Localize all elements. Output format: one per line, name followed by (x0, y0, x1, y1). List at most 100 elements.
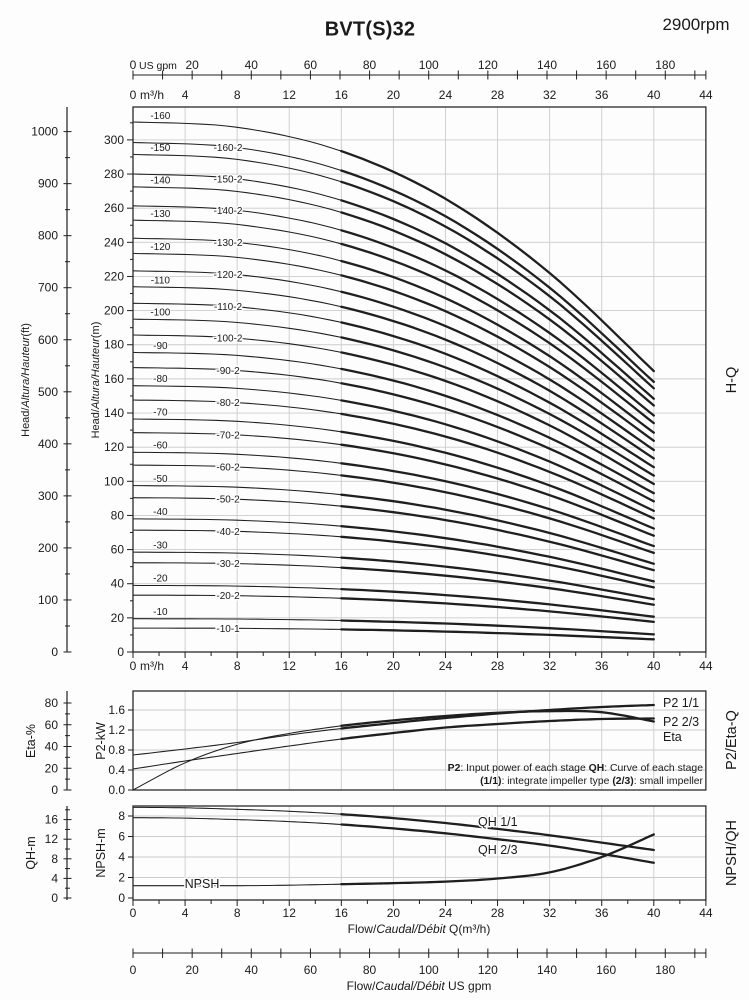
curve--20-2-thin (132, 594, 342, 599)
m-tick: 60 (111, 543, 125, 557)
p2eta-section-label: P2/Eta-Q (724, 710, 740, 770)
eta-tick: 20 (45, 761, 59, 775)
curve--40-thin (132, 518, 342, 527)
curve--140-2-thin (132, 205, 342, 231)
curve-label--20-2: -20-2 (216, 591, 240, 602)
curve--130-thin (132, 219, 342, 245)
m-tick: 20 (111, 611, 125, 625)
curve-label--30-2: -30-2 (216, 559, 240, 570)
curve-label--60-2: -60-2 (216, 462, 240, 473)
curve--60-2-thin (132, 464, 342, 476)
flow-bottom-tick: 32 (543, 906, 557, 920)
curve--40-2 (340, 535, 655, 589)
note-line-1: P2: Input power of each stage QH: Curve … (448, 763, 703, 776)
qh-axis-label: QH-m (24, 836, 38, 870)
curve--100 (340, 336, 655, 477)
curve--140-2 (340, 229, 655, 417)
note-11-text: : integrate impeller type (501, 775, 613, 787)
curve--160-2-thin (132, 141, 342, 172)
curve-label--100-2: -100-2 (214, 334, 243, 345)
note-line-2: (1/1): integrate impeller type (2/3): sm… (448, 776, 703, 789)
kw-tick: 0.8 (108, 743, 125, 757)
curve--80-2-thin (132, 399, 342, 415)
m3h-top-tick: 36 (595, 88, 609, 102)
note-23-text: : small impeller (633, 775, 703, 787)
note-23-term: (2/3) (612, 775, 634, 787)
curve--30-2 (340, 566, 655, 606)
curve--50-2 (340, 505, 655, 572)
label-p2-23: P2 2/3 (663, 715, 699, 729)
flow-bottom-tick: 8 (234, 906, 241, 920)
curve--70-2 (340, 443, 655, 537)
m3h-top-tick: 28 (491, 88, 505, 102)
curve--10-1-thin (132, 627, 342, 630)
m3h-top-tick: 32 (543, 88, 557, 102)
label-qh-11: QH 1/1 (478, 815, 518, 829)
m-tick: 140 (104, 406, 124, 420)
curve-P2-2-3-thin (132, 738, 342, 770)
curve--80-2 (340, 412, 655, 520)
curve-QH-2-3-thin (132, 817, 342, 826)
m-tick: 100 (104, 474, 124, 488)
m-tick: 220 (104, 269, 124, 283)
qh-tick: 0 (51, 891, 58, 905)
curve-label--90: -90 (153, 341, 168, 352)
m3h-bottom-tick: 36 (595, 659, 609, 673)
ft-tick: 500 (38, 385, 58, 399)
curve-label--140-2: -140-2 (214, 206, 243, 217)
curve--160 (340, 149, 655, 373)
curve--100-thin (132, 318, 342, 338)
curve--110-thin (132, 286, 342, 308)
m3h-top-tick: 20 (387, 88, 401, 102)
curve--50-2-thin (132, 497, 342, 507)
m-tick: 260 (104, 201, 124, 215)
flow-bottom-tick: 12 (283, 906, 297, 920)
m-tick: 180 (104, 338, 124, 352)
head-ft-part2: Altura/Hauteur (20, 336, 32, 408)
curve--30 (340, 556, 655, 601)
m3h-bottom-tick: 32 (543, 659, 557, 673)
curve--150-thin (132, 153, 342, 183)
curve--10-thin (132, 618, 342, 622)
curve--20-2 (340, 597, 655, 624)
gpm-bottom-tick: 20 (185, 963, 199, 977)
curve--130 (340, 242, 655, 425)
m-tick: 240 (104, 235, 124, 249)
gpm-bottom-tick: 60 (304, 963, 318, 977)
m3h-top-tick: 40 (647, 88, 661, 102)
curve--70-2-thin (132, 432, 342, 446)
m3h-bottom-tick-0: 0 (130, 659, 137, 673)
head-axis-label-m: Head/Altura/Hauteur(m) (90, 322, 102, 439)
gpm-bottom-tick: 160 (596, 963, 616, 977)
curve--140 (340, 211, 655, 407)
gpm-top-tick: 140 (537, 58, 557, 72)
curve-label--80-2: -80-2 (216, 398, 240, 409)
npsh-tick: 4 (118, 850, 125, 864)
curve--80-thin (132, 385, 342, 401)
m-tick: 160 (104, 372, 124, 386)
m3h-bottom-tick: 12 (283, 659, 297, 673)
eta-tick: 60 (45, 718, 59, 732)
m3h-bottom-tick: 16 (335, 659, 349, 673)
m3h-bottom-tick: 20 (387, 659, 401, 673)
hq-section-label: H-Q (724, 366, 740, 394)
curve-label--120: -120 (150, 242, 170, 253)
curve--30-2-thin (132, 562, 342, 569)
flow-bottom-tick: 0 (130, 906, 137, 920)
flow-bottom-tick: 40 (647, 906, 661, 920)
ft-tick: 300 (38, 489, 58, 503)
curve--110-2 (340, 321, 655, 469)
ft-tick: 0 (51, 645, 58, 659)
ft-tick: 1000 (31, 125, 58, 139)
curve-label--20: -20 (153, 574, 168, 585)
npsh-tick: 6 (118, 830, 125, 844)
curve--90-2 (340, 382, 655, 503)
curve-legend-note: P2: Input power of each stage QH: Curve … (448, 763, 703, 788)
curve--130-2 (340, 259, 655, 434)
m3h-top-tick: 12 (283, 88, 297, 102)
m3h-top-tick-0: 0 (130, 88, 137, 102)
